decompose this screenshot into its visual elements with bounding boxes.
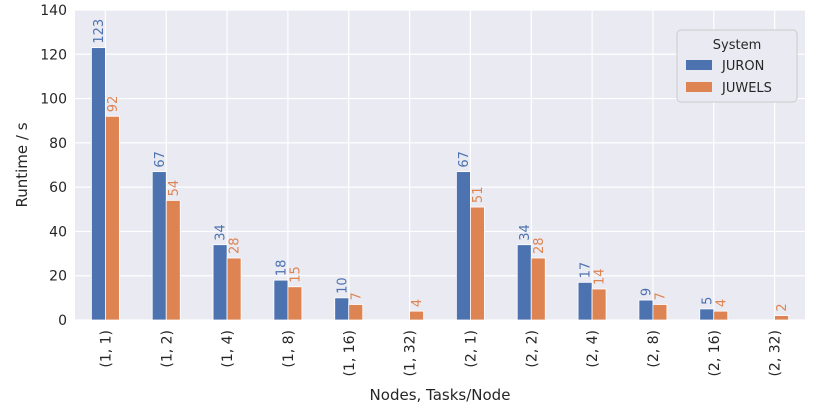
data-label-juwels-11: 2 xyxy=(775,303,790,311)
bar-juron-8 xyxy=(577,281,593,321)
x-tick-label-0: (1, 1) xyxy=(98,330,114,368)
x-tick-label-11: (2, 32) xyxy=(768,330,784,377)
data-label-juwels-10: 4 xyxy=(714,299,729,307)
legend: System JURON JUWELS xyxy=(676,29,798,103)
data-label-juron-9: 9 xyxy=(639,288,654,296)
data-label-juwels-7: 28 xyxy=(532,237,547,254)
bar-juwels-11 xyxy=(774,315,789,321)
data-label-juron-4: 10 xyxy=(335,277,350,294)
bar-juwels-8 xyxy=(591,288,607,321)
legend-swatch-juron xyxy=(686,60,712,70)
bar-juwels-1 xyxy=(165,200,181,321)
data-label-juwels-1: 54 xyxy=(167,180,182,197)
data-label-juwels-6: 51 xyxy=(471,187,486,204)
bar-juron-1 xyxy=(151,171,167,321)
data-label-juron-10: 5 xyxy=(700,297,715,305)
y-axis-label: Runtime / s xyxy=(13,122,31,207)
bar-juron-2 xyxy=(212,244,228,321)
bar-juwels-9 xyxy=(652,304,668,321)
data-label-juron-7: 34 xyxy=(518,224,533,241)
x-tick-label-9: (2, 8) xyxy=(646,330,662,368)
x-tick-label-3: (1, 8) xyxy=(281,330,297,368)
y-tick-label-1: 20 xyxy=(49,269,67,285)
data-label-juwels-5: 4 xyxy=(410,299,425,307)
bar-juron-6 xyxy=(456,171,471,321)
bar-juwels-5 xyxy=(409,310,424,321)
x-tick-label-5: (1, 32) xyxy=(403,330,419,377)
legend-label-juwels: JUWELS xyxy=(721,81,772,96)
bar-juron-4 xyxy=(334,297,350,321)
bar-juron-7 xyxy=(516,244,532,321)
x-tick-label-1: (1, 2) xyxy=(159,330,175,368)
bar-juron-9 xyxy=(638,299,654,321)
data-label-juron-6: 67 xyxy=(457,151,472,168)
bar-juron-10 xyxy=(699,308,715,321)
data-label-juwels-9: 7 xyxy=(653,292,668,300)
data-label-juron-2: 34 xyxy=(214,224,229,241)
data-label-juwels-8: 14 xyxy=(593,268,608,285)
bar-juwels-10 xyxy=(713,310,729,321)
y-tick-label-4: 80 xyxy=(49,136,67,152)
data-label-juron-3: 18 xyxy=(274,260,289,277)
legend-label-juron: JURON xyxy=(721,59,764,74)
x-tick-label-4: (1, 16) xyxy=(342,330,358,377)
y-tick-labels: 0 20 40 60 80 100 120 140 xyxy=(40,3,67,329)
y-tick-label-3: 60 xyxy=(49,180,67,196)
x-tick-labels: (1, 1) (1, 2) (1, 4) (1, 8) (1, 16) (1, 32) (2… xyxy=(98,330,783,377)
bar-juron-3 xyxy=(273,279,289,321)
x-axis-label: Nodes, Tasks/Node xyxy=(370,386,511,404)
bars xyxy=(91,47,789,321)
bar-juwels-6 xyxy=(470,206,485,321)
bar-juron-0 xyxy=(91,47,106,321)
data-label-juron-8: 17 xyxy=(579,262,594,279)
y-tick-label-5: 100 xyxy=(40,92,67,108)
bar-juwels-0 xyxy=(105,115,120,321)
y-tick-label-2: 40 xyxy=(49,224,67,240)
y-tick-label-0: 0 xyxy=(58,313,67,329)
data-label-juwels-0: 92 xyxy=(106,96,121,113)
x-tick-label-7: (2, 2) xyxy=(524,330,540,368)
data-label-juwels-3: 15 xyxy=(288,266,303,283)
x-tick-label-6: (2, 1) xyxy=(463,330,479,368)
bar-juwels-3 xyxy=(287,286,303,321)
bar-juwels-2 xyxy=(226,257,242,321)
data-label-juron-0: 123 xyxy=(92,19,107,44)
x-tick-label-10: (2, 16) xyxy=(707,330,723,377)
legend-title: System xyxy=(713,38,761,53)
bar-juwels-4 xyxy=(348,304,364,321)
bar-juwels-7 xyxy=(530,257,546,321)
data-label-juwels-4: 7 xyxy=(349,292,364,300)
data-label-juwels-2: 28 xyxy=(228,237,243,254)
y-tick-label-7: 140 xyxy=(40,3,67,19)
x-tick-label-8: (2, 4) xyxy=(585,330,601,368)
data-label-juron-1: 67 xyxy=(153,151,168,168)
y-tick-label-6: 120 xyxy=(40,47,67,63)
x-tick-label-2: (1, 4) xyxy=(220,330,236,368)
legend-swatch-juwels xyxy=(686,82,712,92)
